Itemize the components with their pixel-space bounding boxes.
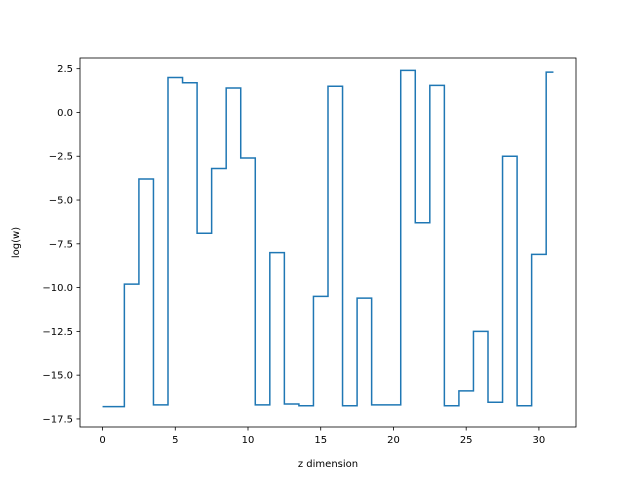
y-tick-label: 2.5 [57,64,73,75]
y-tick-label: −17.5 [42,414,73,425]
y-tick-label: −7.5 [49,239,73,250]
x-tick-label: 0 [99,435,105,446]
x-tick-label: 25 [460,435,473,446]
x-axis-ticks: 0 5 10 15 20 25 30 [99,427,545,446]
y-tick-label: −5.0 [49,196,73,207]
y-axis-label: log(w) [11,227,22,258]
y-tick-label: 0.0 [57,108,73,119]
y-tick-label: −10.0 [42,283,73,294]
x-tick-label: 5 [172,435,178,446]
plot-area-frame [79,57,577,428]
data-series-line [102,69,554,408]
x-tick-label: 15 [314,435,327,446]
y-axis-ticks: 2.5 0.0 −2.5 −5.0 −7.5 −10.0 −12.5 −15.0 −17.5 [42,64,80,425]
x-tick-label: 20 [387,435,400,446]
x-tick-label: 10 [242,435,255,446]
y-tick-label: −2.5 [49,152,73,163]
y-tick-label: −12.5 [42,327,73,338]
x-tick-label: 30 [533,435,546,446]
x-axis-label: z dimension [298,459,358,470]
y-tick-label: −15.0 [42,371,73,382]
